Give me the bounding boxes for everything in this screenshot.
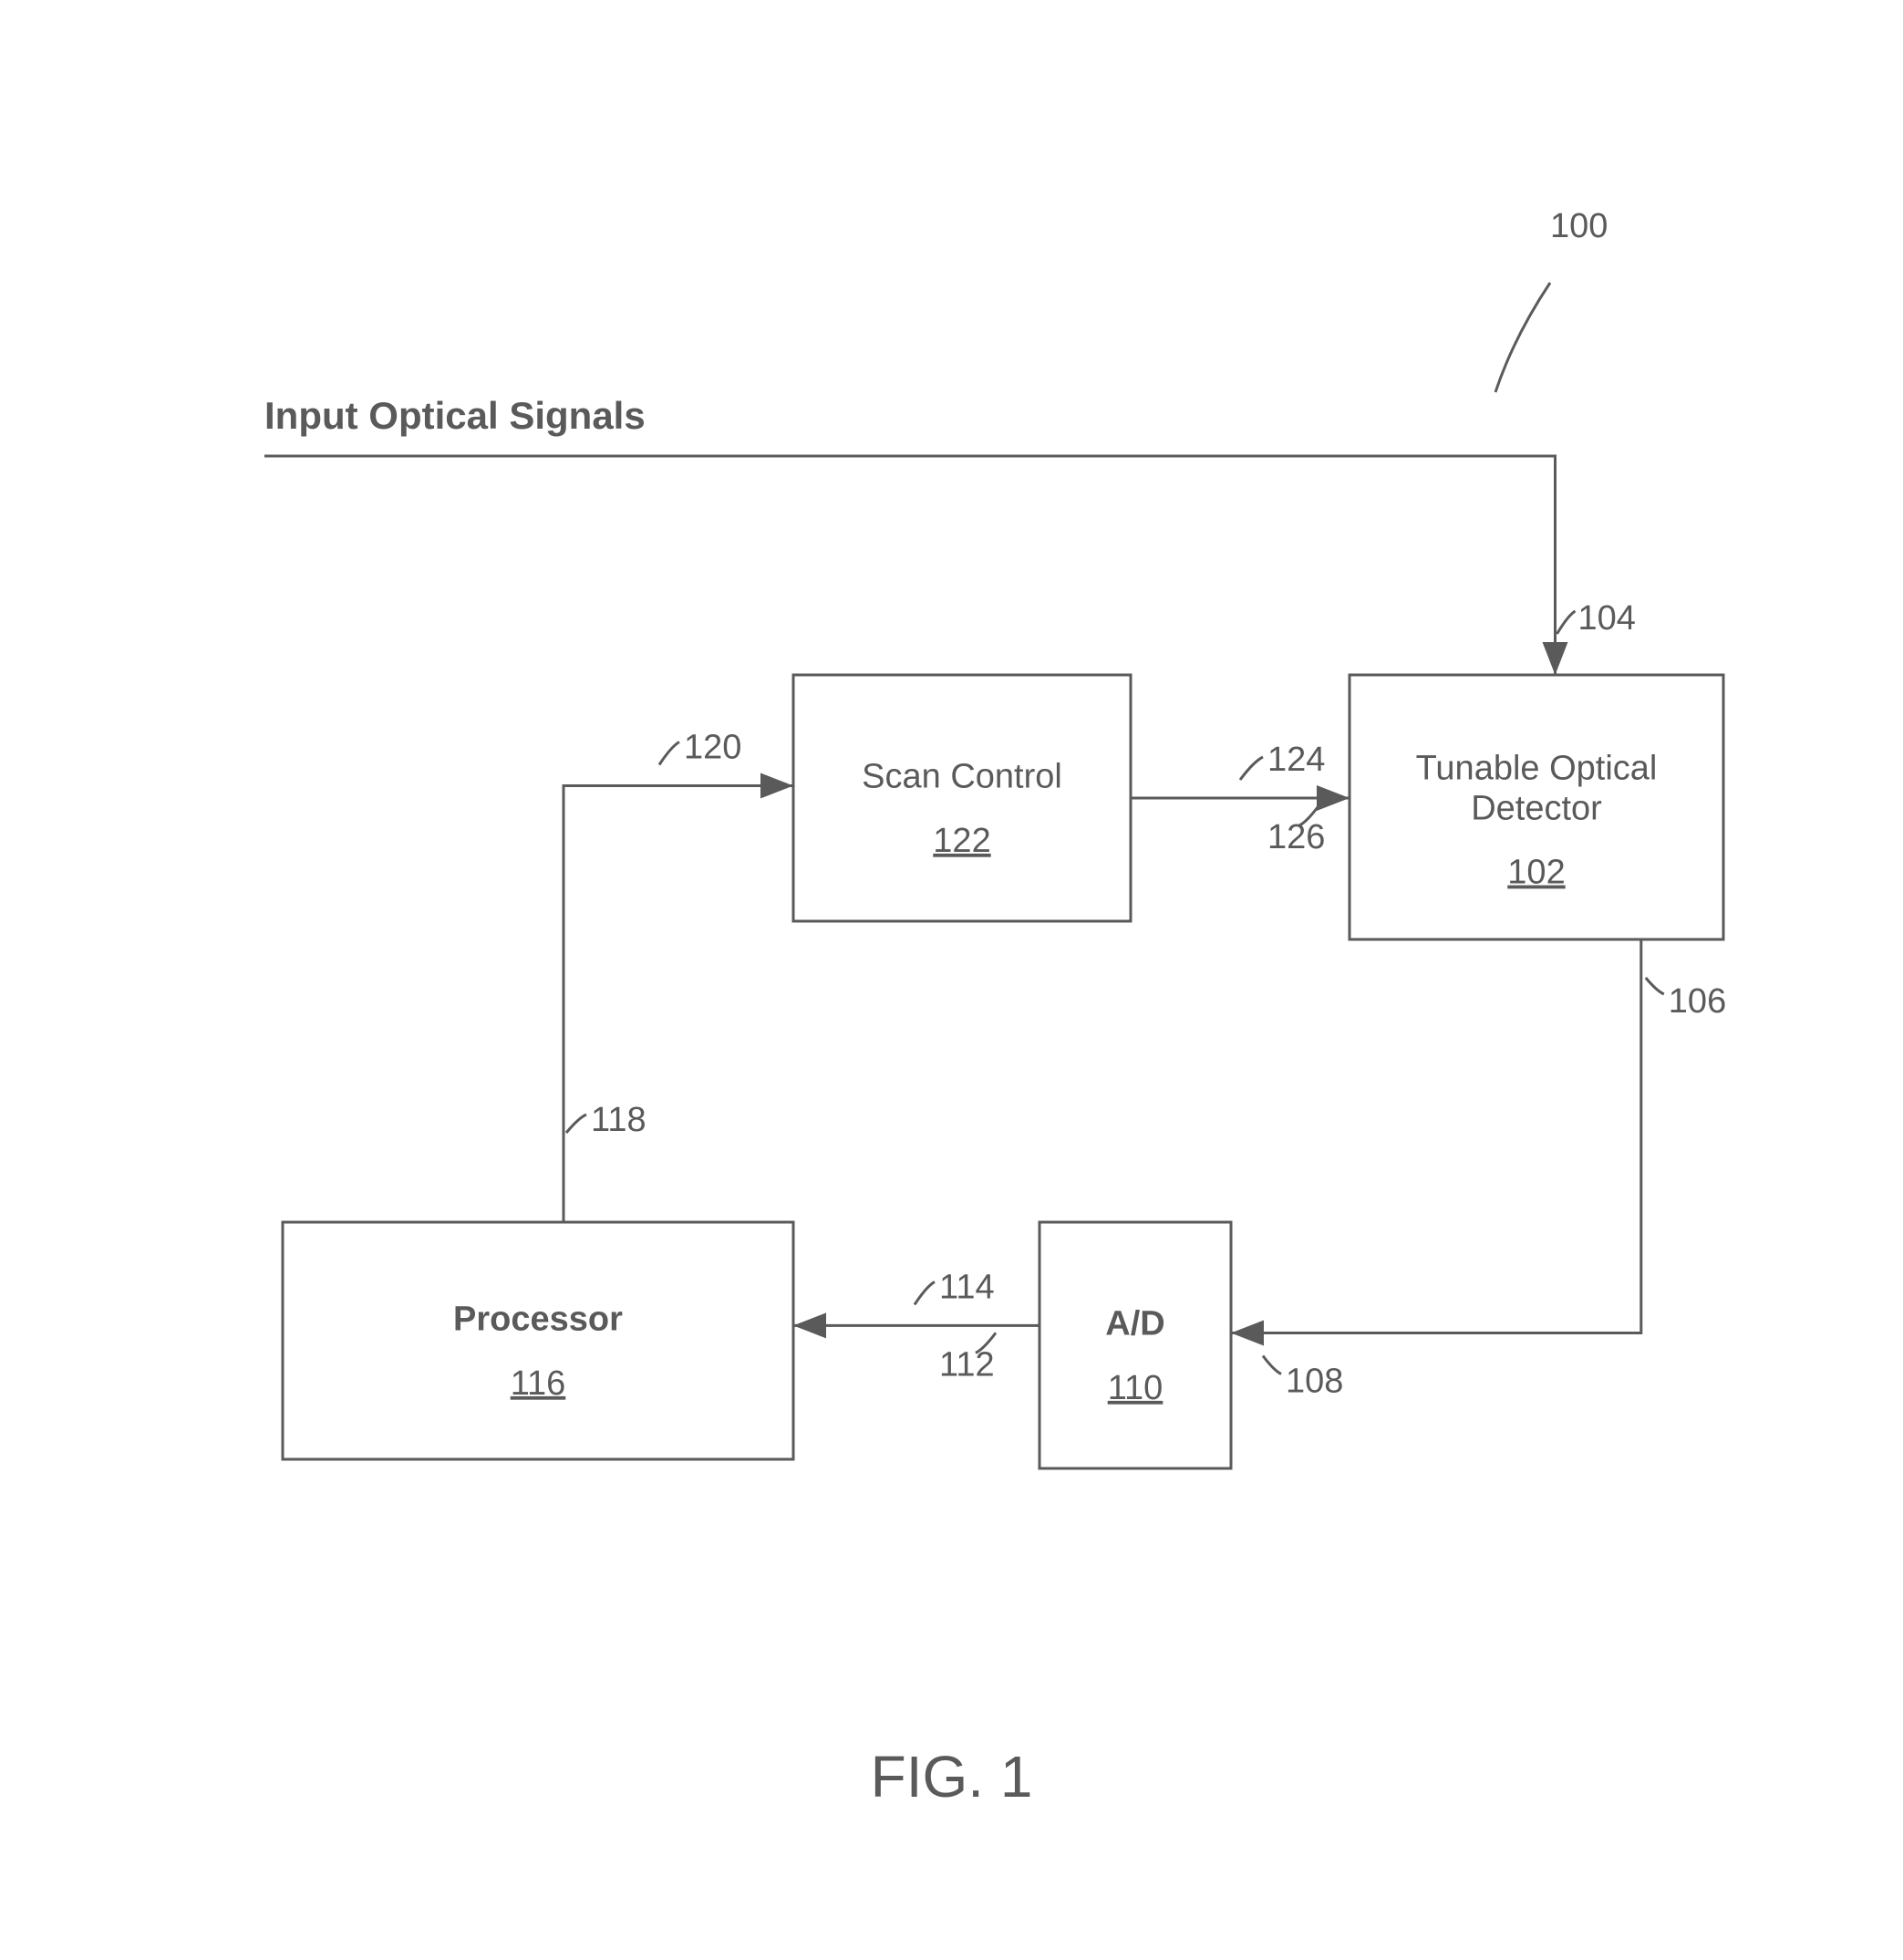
ad-title: A/D [1105, 1305, 1164, 1343]
ad-ref: 110 [1108, 1369, 1164, 1407]
ref-tick [1646, 978, 1664, 994]
ref-120: 120 [684, 729, 741, 767]
arrowhead [1231, 1321, 1264, 1346]
ref-108: 108 [1286, 1363, 1343, 1401]
ref-112: 112 [939, 1345, 995, 1384]
ref-118: 118 [591, 1101, 646, 1139]
ref-100: 100 [1550, 207, 1608, 245]
ref-100-leader [1495, 283, 1550, 392]
ref-124: 124 [1267, 741, 1325, 779]
input-signal-line [264, 456, 1556, 675]
ref-tick [1240, 757, 1263, 780]
processor-box [283, 1222, 793, 1459]
ad-box [1039, 1222, 1231, 1468]
figure-caption: FIG. 1 [871, 1744, 1033, 1810]
detector-title: Detector [1471, 789, 1602, 827]
detector-ref: 102 [1507, 854, 1565, 892]
input-signals-label: Input Optical Signals [264, 394, 646, 437]
ref-tick [1263, 1356, 1281, 1374]
ref-tick [659, 742, 679, 765]
edge-processor-to-scan [564, 786, 793, 1223]
scan-box [793, 675, 1131, 921]
ref-126: 126 [1267, 818, 1325, 856]
arrowhead [760, 773, 793, 799]
scan-title: Scan Control [862, 758, 1062, 796]
ref-104: 104 [1578, 599, 1636, 638]
ref-tick [566, 1115, 586, 1133]
processor-ref: 116 [511, 1364, 566, 1403]
processor-title: Processor [453, 1301, 623, 1339]
ref-106: 106 [1669, 982, 1726, 1021]
ref-tick [915, 1281, 935, 1304]
arrowhead [1317, 785, 1350, 811]
detector-title: Tunable Optical [1416, 750, 1658, 788]
arrowhead [1543, 642, 1568, 675]
scan-ref: 122 [933, 822, 990, 860]
ref-114: 114 [939, 1268, 995, 1306]
ref-tick [1557, 611, 1576, 634]
edge-detector-to-ad [1231, 939, 1641, 1333]
arrowhead [793, 1312, 826, 1338]
